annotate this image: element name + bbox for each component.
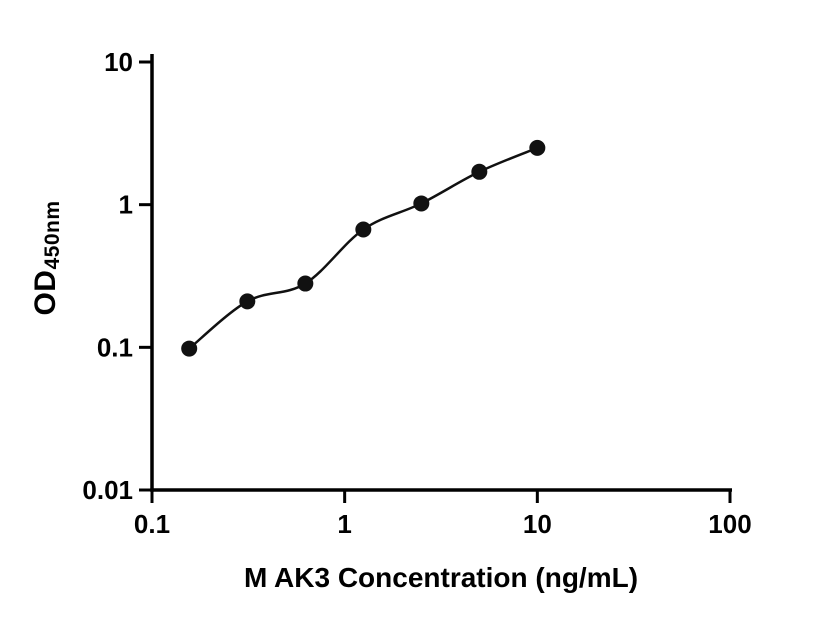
x-axis-title: M AK3 Concentration (ng/mL) — [243, 562, 639, 593]
data-point — [413, 195, 430, 212]
y-tick-label: 1 — [119, 190, 133, 220]
x-tick-label: 10 — [523, 509, 552, 539]
x-tick-label: 100 — [708, 509, 751, 539]
data-point — [181, 340, 198, 357]
y-axis-title: OD450nm — [29, 200, 64, 316]
y-tick-label: 0.01 — [82, 475, 133, 505]
fit-curve — [188, 146, 538, 350]
data-point — [239, 293, 256, 310]
data-point — [297, 275, 314, 292]
y-axis-title-main: OD — [29, 269, 62, 316]
data-point — [355, 221, 372, 238]
data-point — [471, 163, 488, 180]
data-point — [529, 139, 546, 156]
y-tick-label: 10 — [104, 47, 133, 77]
x-tick-label: 1 — [337, 509, 351, 539]
x-tick-label: 0.1 — [134, 509, 170, 539]
y-axis-title-subscript: 450nm — [41, 200, 64, 270]
y-tick-label: 0.1 — [97, 332, 133, 362]
